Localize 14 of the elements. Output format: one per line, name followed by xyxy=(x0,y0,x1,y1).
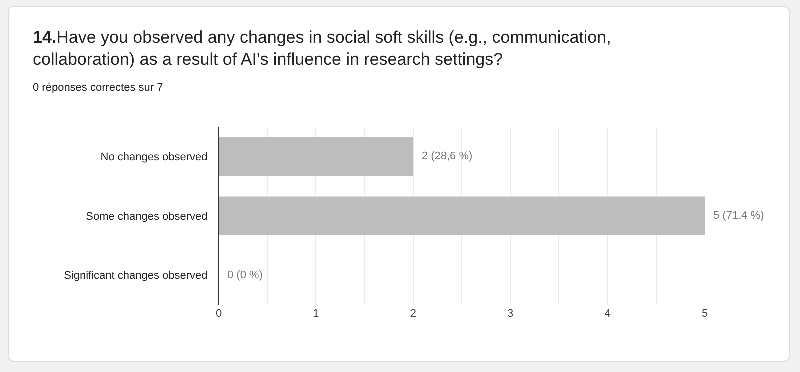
data-label: 2 (28,6 %) xyxy=(416,150,473,163)
text: 0 réponses correctes sur 7 xyxy=(33,82,164,94)
x-tick-label: 2 xyxy=(410,308,416,320)
x-tick-label: 3 xyxy=(508,308,514,320)
x-tick-label: 5 xyxy=(702,308,708,320)
data-label: 5 (71,4 %) xyxy=(708,210,764,222)
x-tick-label: 0 xyxy=(216,308,222,320)
chart-title: 14.Have you observed any changes in social soft skills (e.g., communication, collaboration) as a result of AI's influence in research settings? xyxy=(33,27,612,71)
data-label: 0 (0 %) xyxy=(222,269,263,282)
y-tick-label: Significant changes observed xyxy=(64,270,208,282)
x-tick-label: 1 xyxy=(313,308,320,320)
y-tick-label: No changes observed xyxy=(100,152,208,164)
y-tick-label: Some changes observed xyxy=(86,210,208,223)
x-tick-label: 4 xyxy=(604,308,611,320)
